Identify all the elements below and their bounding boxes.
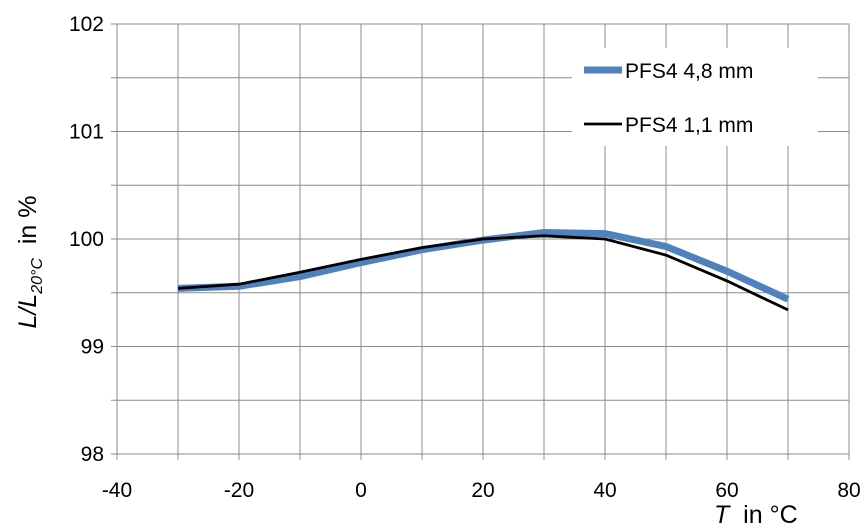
x-tick-labels: -40 -20 0 20 40 60 80 <box>102 479 861 502</box>
x-tick-label: 60 <box>715 479 738 502</box>
x-axis-title-unit: in °C <box>729 501 797 529</box>
y-tick-label: 98 <box>81 443 104 466</box>
y-tick-labels: 98 99 100 101 102 <box>69 13 104 466</box>
x-axis-title: T in °C <box>714 501 798 529</box>
x-tick-label: -40 <box>102 479 132 502</box>
series-line-pfs4-1-1-mm <box>177 234 789 312</box>
legend-label-pfs4-4-8-mm: PFS4 4,8 mm <box>625 60 753 83</box>
plot-area-frame <box>116 23 850 455</box>
y-tick-label: 100 <box>69 228 104 251</box>
x-axis-title-symbol: T <box>714 501 731 529</box>
x-tick-label: 20 <box>471 479 494 502</box>
x-tick-label: 40 <box>593 479 616 502</box>
y-tick-label: 102 <box>69 13 104 36</box>
x-tick-label: 80 <box>837 479 860 502</box>
y-axis-title-subscript: 20°C <box>29 258 46 295</box>
legend-background <box>572 48 818 146</box>
series-lines <box>177 229 790 312</box>
legend: PFS4 4,8 mm PFS4 1,1 mm <box>572 48 818 146</box>
y-axis-title-symbol: L/L <box>14 294 42 329</box>
y-tick-label: 99 <box>81 336 104 359</box>
y-axis-title-unit: in % <box>14 195 42 258</box>
x-tick-label: -20 <box>224 479 254 502</box>
y-tick-label: 101 <box>69 121 104 144</box>
y-axis-title: L/L20°C in % <box>14 195 46 328</box>
legend-label-pfs4-1-1-mm: PFS4 1,1 mm <box>625 114 753 137</box>
x-tick-label: 0 <box>355 479 367 502</box>
